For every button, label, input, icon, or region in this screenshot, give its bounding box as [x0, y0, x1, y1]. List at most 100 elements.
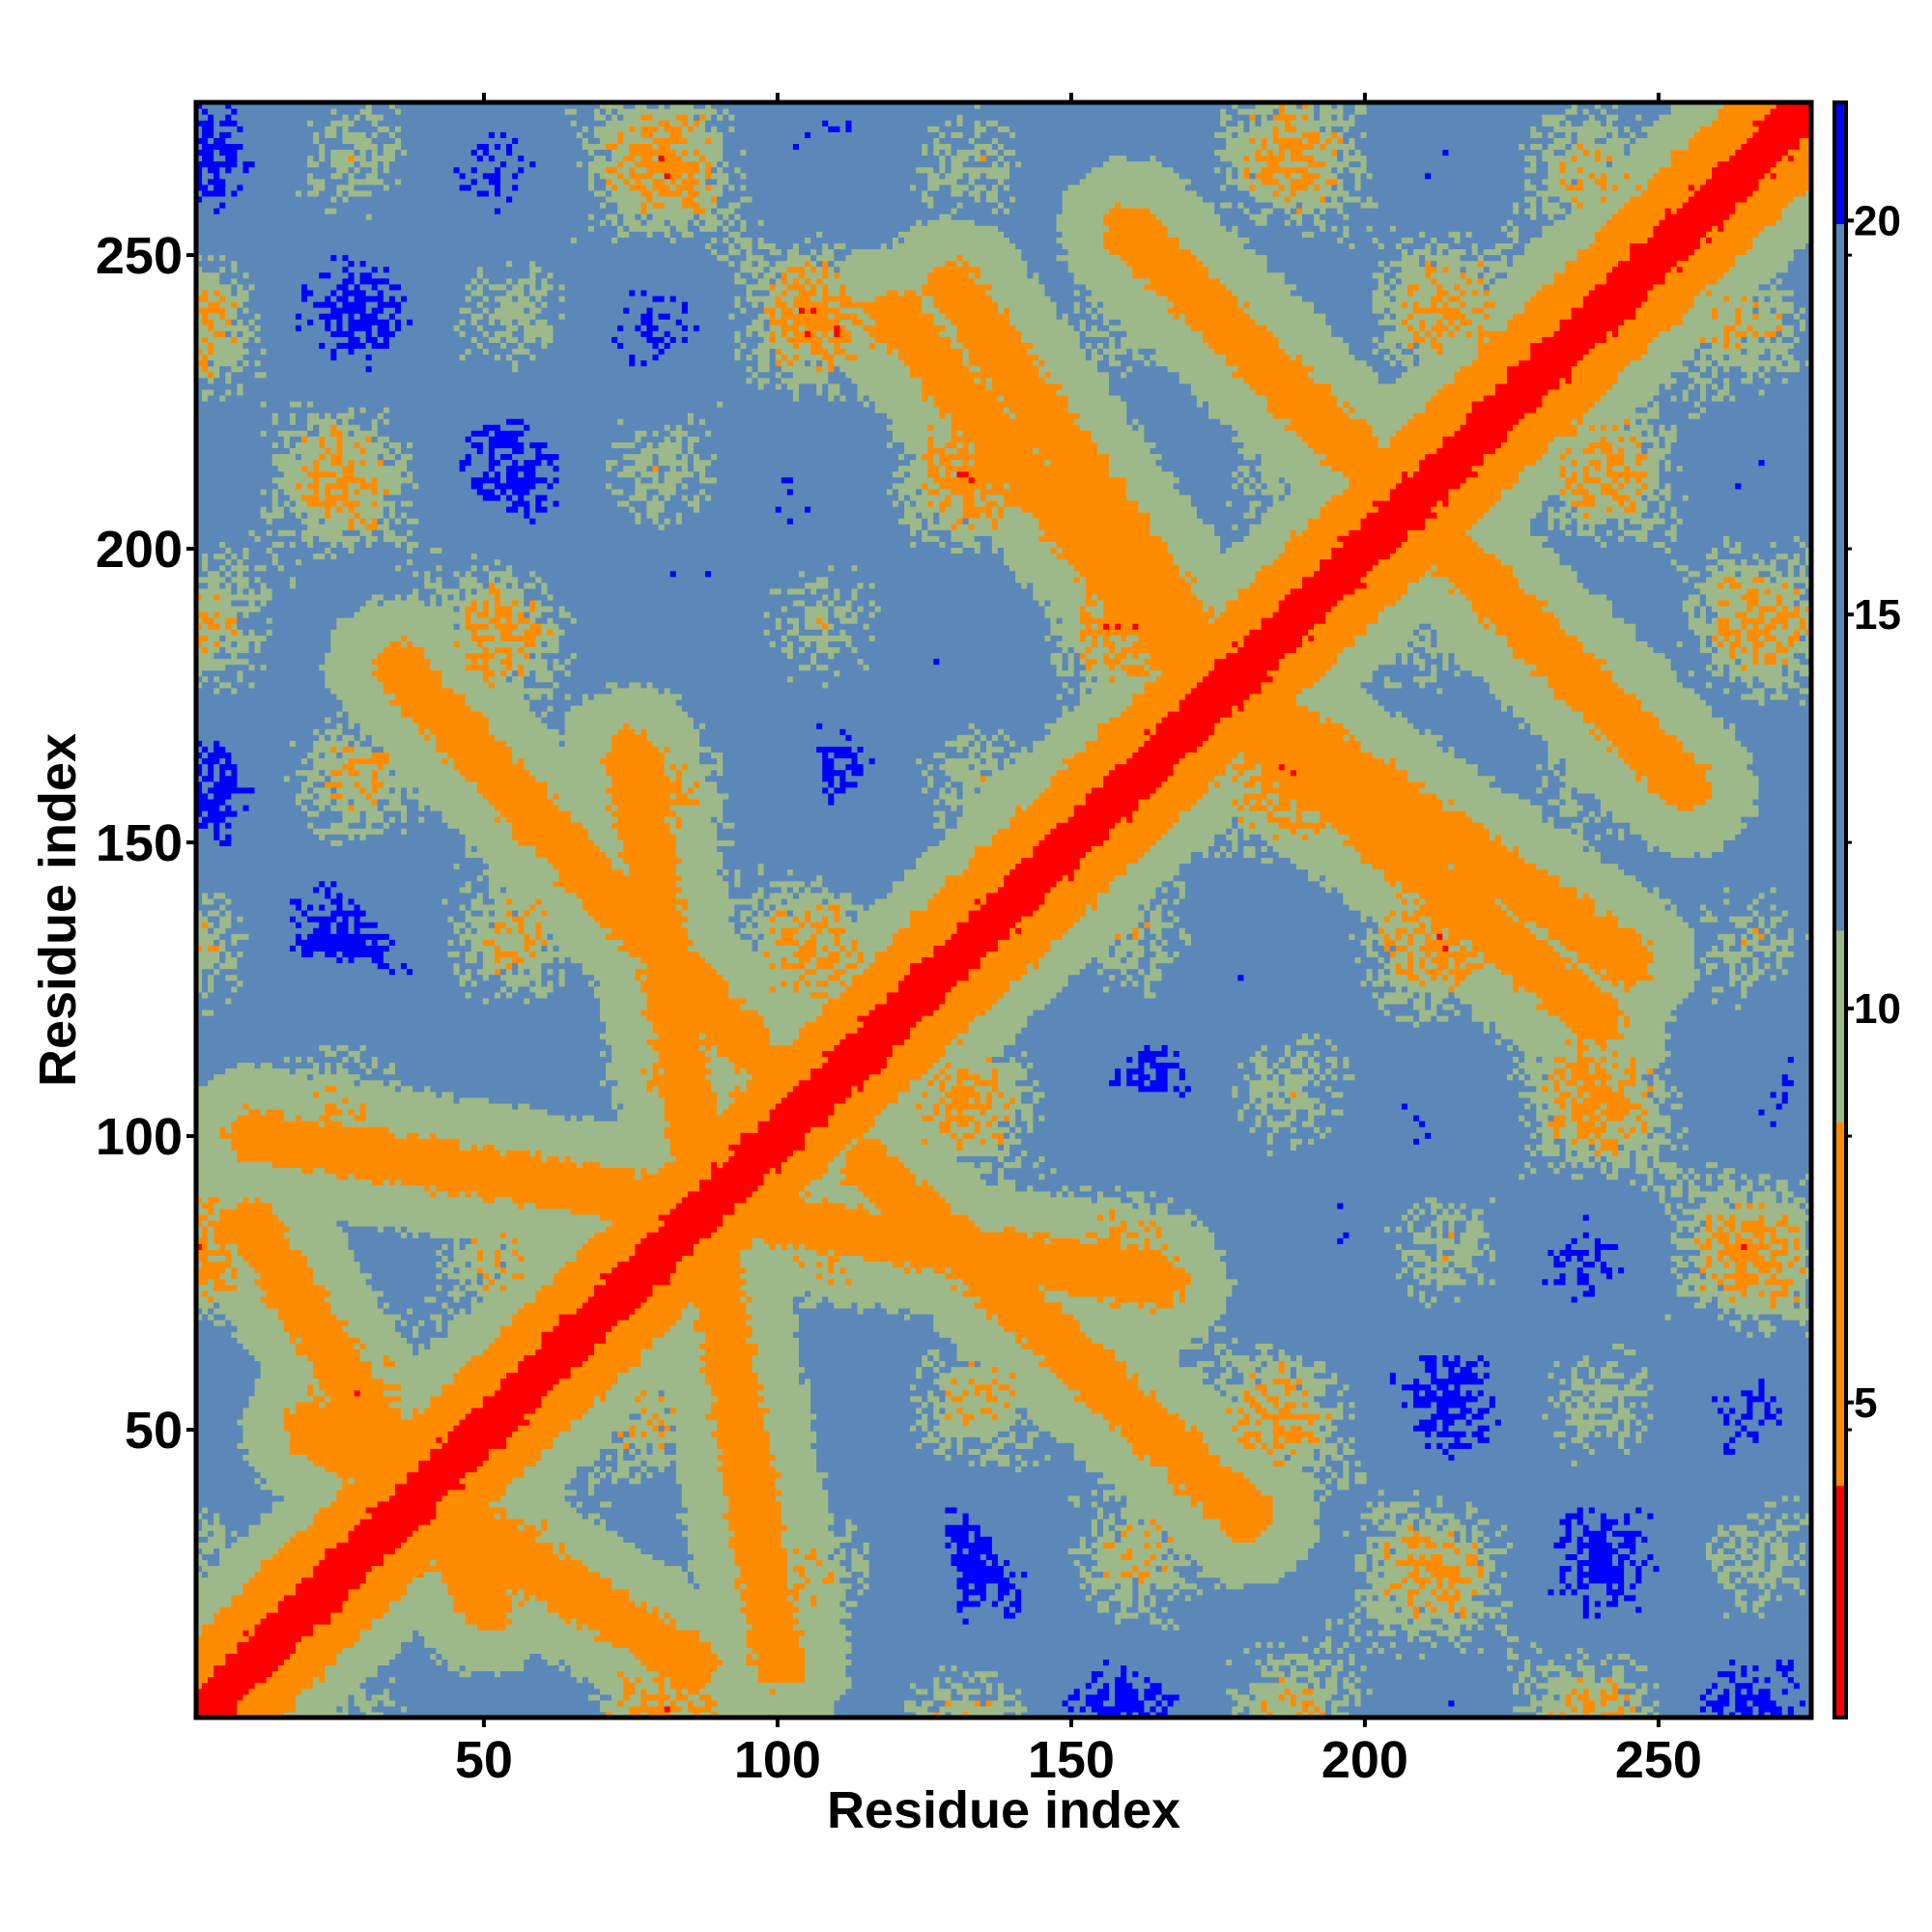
- heatmap-cell: [798, 1548, 811, 1554]
- heatmap-cell: [593, 1460, 618, 1467]
- heatmap-cell: [675, 1266, 748, 1274]
- heatmap-cell: [1301, 1436, 1309, 1443]
- heatmap-cell: [336, 1659, 390, 1666]
- heatmap-cell: [237, 1325, 285, 1332]
- heatmap-cell: [482, 1401, 543, 1408]
- heatmap-cell: [1630, 1705, 1636, 1713]
- heatmap-cell: [951, 1682, 964, 1690]
- heatmap-cell: [494, 1670, 501, 1678]
- heatmap-cell: [1389, 1553, 1408, 1561]
- heatmap-cell: [916, 1173, 981, 1180]
- heatmap-cell: [997, 1594, 1005, 1602]
- heatmap-cell: [1431, 1577, 1437, 1584]
- heatmap-cell: [1015, 1126, 1022, 1133]
- heatmap-cell: [1588, 1711, 1602, 1719]
- heatmap-cell: [728, 1091, 788, 1098]
- heatmap-cell: [1718, 1670, 1736, 1678]
- heatmap-cell: [757, 1401, 811, 1408]
- heatmap-cell: [1565, 1406, 1613, 1414]
- heatmap-cell: [1436, 1278, 1467, 1286]
- heatmap-cell: [1220, 1314, 1666, 1321]
- heatmap-cell: [225, 1320, 232, 1326]
- heatmap-cell: [752, 1314, 800, 1321]
- heatmap-cell: [208, 1220, 285, 1227]
- heatmap-cell: [1793, 1237, 1801, 1244]
- heatmap-cell: [1278, 1126, 1292, 1133]
- heatmap-cell: [196, 1500, 273, 1508]
- heatmap-cell: [1126, 1711, 1133, 1719]
- heatmap-cell: [1747, 1588, 1766, 1596]
- heatmap-cell: [1647, 1383, 1655, 1391]
- heatmap-cell: [868, 1559, 952, 1567]
- heatmap-cell: [1126, 1664, 1263, 1672]
- heatmap-cell: [1091, 1542, 1104, 1548]
- heatmap-cell: [476, 1624, 507, 1631]
- heatmap-cell: [1442, 1442, 1450, 1449]
- heatmap-cell: [1612, 1412, 1636, 1420]
- heatmap-cell: [441, 1314, 455, 1321]
- heatmap-cell: [1793, 1278, 1806, 1286]
- heatmap-cell: [436, 1190, 449, 1198]
- heatmap-cell: [1747, 1202, 1754, 1209]
- heatmap-cell: [698, 1307, 748, 1315]
- heatmap-cell: [1454, 1383, 1462, 1391]
- heatmap-cell: [1624, 1676, 1730, 1684]
- heatmap-cell: [717, 1395, 765, 1403]
- heatmap-cell: [277, 1307, 331, 1315]
- heatmap-cell: [1431, 1220, 1443, 1227]
- heatmap-cell: [962, 1618, 970, 1625]
- heatmap-cell: [1577, 1565, 1584, 1573]
- heatmap-cell: [1804, 1320, 1812, 1326]
- heatmap-cell: [1331, 1624, 1350, 1631]
- heatmap-cell: [652, 1425, 660, 1432]
- heatmap-cell: [851, 1659, 1104, 1666]
- heatmap-cell: [1770, 1395, 1777, 1403]
- heatmap-cell: [541, 1524, 549, 1531]
- heatmap-cell: [348, 1588, 408, 1596]
- heatmap-cell: [1027, 1232, 1034, 1238]
- heatmap-cell: [746, 1295, 753, 1303]
- heatmap-cell: [1132, 1682, 1151, 1690]
- heatmap-cell: [1688, 1184, 1701, 1192]
- heatmap-cell: [401, 1383, 443, 1391]
- heatmap-cell: [1021, 1588, 1093, 1596]
- heatmap-cell: [225, 1659, 285, 1666]
- heatmap-cell: [1612, 1366, 1642, 1374]
- heatmap-cell: [529, 1150, 536, 1157]
- heatmap-cell: [698, 1688, 771, 1695]
- heatmap-cell: [365, 1577, 413, 1584]
- heatmap-cell: [775, 1454, 817, 1462]
- heatmap-cell: [781, 1536, 853, 1543]
- heatmap-cell: [1582, 1536, 1590, 1543]
- heatmap-cell: [295, 1582, 361, 1590]
- heatmap-cell: [1167, 1553, 1175, 1561]
- heatmap-cell: [319, 1115, 331, 1122]
- heatmap-cell: [582, 1624, 589, 1631]
- heatmap-cell: [196, 1214, 209, 1221]
- heatmap-cell: [775, 1688, 847, 1695]
- heatmap-cell: [611, 1102, 618, 1110]
- heatmap-cell: [1389, 1548, 1397, 1554]
- heatmap-cell: [635, 1600, 642, 1607]
- heatmap-cell: [587, 1624, 677, 1631]
- heatmap-cell: [1436, 1226, 1443, 1233]
- heatmap-cell: [1465, 1214, 1473, 1221]
- heatmap-cell: [1618, 1594, 1625, 1602]
- heatmap-cell: [1401, 1102, 1408, 1110]
- heatmap-cell: [436, 1261, 443, 1268]
- heatmap-cell: [1477, 1548, 1485, 1554]
- heatmap-cell: [1471, 1500, 1766, 1508]
- heatmap-cell: [711, 1167, 771, 1175]
- heatmap-cell: [447, 1582, 612, 1590]
- heatmap-cell: [1383, 1512, 1391, 1520]
- heatmap-cell: [283, 1412, 402, 1420]
- heatmap-cell: [606, 1524, 689, 1531]
- heatmap-cell: [1425, 1506, 1432, 1514]
- heatmap-cell: [951, 1436, 958, 1443]
- heatmap-cell: [547, 1524, 607, 1531]
- heatmap-cell: [570, 1155, 677, 1163]
- heatmap-cell: [658, 1465, 666, 1473]
- heatmap-cell: [1314, 1465, 1321, 1473]
- heatmap-cell: [447, 1243, 455, 1250]
- heatmap-cell: [664, 1161, 712, 1169]
